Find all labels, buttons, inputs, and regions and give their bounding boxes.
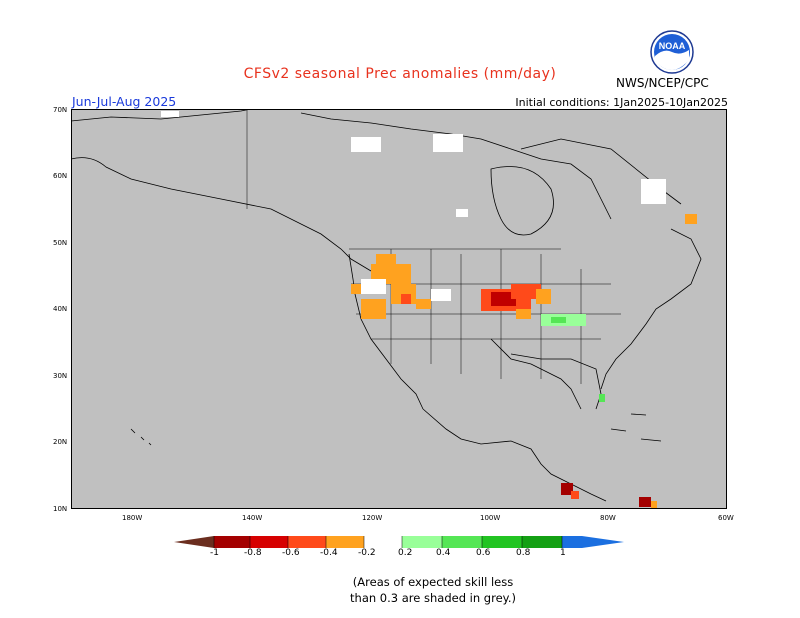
colorbar-tick: -0.4 [320,548,338,558]
colorbar-tick: -0.2 [358,548,376,558]
colorbar-segment [402,536,442,548]
anomaly-patch-white [361,279,386,294]
anomaly-patch-green [551,317,566,323]
anomaly-patch-dark-red [639,497,651,507]
colorbar-tick: 1 [560,548,566,558]
initial-conditions: Initial conditions: 1Jan2025-10Jan2025 [515,96,728,109]
colorbar-right-arrow [562,536,624,548]
anomaly-patch-red-orange [511,284,541,299]
colorbar-tick: -0.8 [244,548,262,558]
colorbar-tick: 0.6 [476,548,491,558]
anomaly-patch-white [641,179,666,204]
colorbar-segment [364,536,402,548]
colorbar-segment [250,536,288,548]
colorbar-segment [442,536,482,548]
anomaly-patch-white [456,209,468,217]
colorbar-segment [482,536,522,548]
lon-label: 140W [242,514,263,522]
anomaly-patch-green [599,394,605,402]
colorbar-segment [214,536,250,548]
lat-label: 40N [53,305,68,313]
lat-label: 70N [53,106,68,114]
anomaly-patch-orange [416,299,431,309]
skill-footnote: (Areas of expected skill less than 0.3 a… [0,574,800,606]
anomaly-patch-white [161,111,179,117]
footnote-line-2: than 0.3 are shaded in grey.) [350,591,516,605]
noaa-logo-text: NOAA [659,41,686,51]
lon-label: 60W [718,514,734,522]
colorbar-segment [326,536,364,548]
noaa-logo: NOAA [650,30,694,74]
colorbar-left-arrow [174,536,214,548]
anomaly-patch-orange [685,214,697,224]
colorbar-tick: -0.6 [282,548,300,558]
colorbar-tick: 0.8 [516,548,531,558]
colorbar-segment [288,536,326,548]
colorbar-tick: 0.4 [436,548,451,558]
anomaly-patch-red-orange [401,294,411,304]
anomaly-patch-red-orange [571,491,579,499]
map-background [71,109,727,509]
anomaly-patch-orange [351,284,361,294]
anomaly-patch-white [433,134,463,152]
anomaly-patch-white [351,137,381,152]
anomaly-map [71,109,727,509]
anomaly-patch-dark-red [491,292,516,306]
anomaly-patch-orange [516,309,531,319]
lon-label: 80W [600,514,616,522]
footnote-line-1: (Areas of expected skill less [352,575,514,589]
colorbar [174,536,624,548]
map-border [71,109,727,509]
anomaly-patch-orange [536,289,551,304]
anomaly-patches [161,111,697,509]
colorbar-tick: 0.2 [398,548,413,558]
anomaly-patch-white [431,289,451,301]
anomaly-patch-orange [651,501,657,509]
colorbar-tick: -1 [210,548,219,558]
lon-label: 100W [480,514,501,522]
lat-label: 20N [53,438,68,446]
colorbar-segment [522,536,562,548]
lat-label: 10N [53,505,68,513]
agency-label: NWS/NCEP/CPC [616,76,709,90]
lat-label: 30N [53,372,68,380]
anomaly-patch-dark-red [561,483,573,495]
anomaly-patch-orange [361,299,386,319]
lat-label: 50N [53,239,68,247]
anomaly-patch-orange [376,254,396,269]
lat-label: 60N [53,172,68,180]
forecast-period: Jun-Jul-Aug 2025 [72,94,177,109]
map-title: CFSv2 seasonal Prec anomalies (mm/day) [243,66,557,82]
lon-label: 120W [362,514,383,522]
lon-label: 180W [122,514,143,522]
